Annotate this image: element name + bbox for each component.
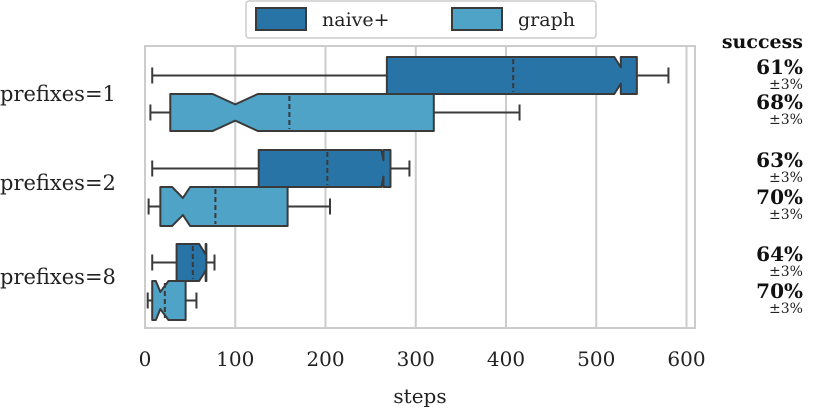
box-body (159, 186, 289, 227)
success-error: ±3% (769, 77, 803, 93)
x-tick-label: 400 (487, 347, 525, 371)
box-graph-1 (147, 186, 332, 227)
category-labels: prefixes=1 prefixes=2 prefixes=8 (0, 82, 116, 289)
box-naive-0 (151, 56, 670, 95)
success-value: 64% (756, 242, 803, 266)
success-error: ±3% (769, 170, 803, 186)
success-header: success (722, 31, 803, 53)
box-body (257, 149, 392, 188)
success-error: ±3% (769, 207, 803, 223)
success-value: 61% (756, 55, 803, 79)
x-tick-labels: 0 100 200 300 400 500 600 (139, 347, 706, 371)
x-tick-label: 200 (306, 347, 344, 371)
legend-swatch (255, 7, 307, 31)
success-error: ±3% (769, 264, 803, 280)
box-graph-0 (149, 93, 521, 132)
x-tick-label: 300 (397, 347, 435, 371)
x-tick-label: 0 (139, 347, 152, 371)
success-value: 70% (756, 279, 803, 303)
x-axis-label: steps (393, 384, 446, 408)
legend-label: graph (518, 9, 575, 31)
category-label: prefixes=1 (0, 82, 116, 106)
box-body (169, 93, 435, 132)
legend-frame (245, 0, 597, 39)
success-value: 68% (756, 90, 803, 114)
legend-swatch (451, 7, 503, 31)
success-error: ±3% (769, 112, 803, 128)
x-tick-label: 100 (216, 347, 254, 371)
success-column: success61%±3%63%±3%64%±3%68%±3%70%±3%70%… (722, 31, 803, 317)
success-value: 70% (756, 185, 803, 209)
box-body (151, 280, 187, 321)
box-body (385, 56, 638, 95)
success-value: 63% (756, 148, 803, 172)
plot-frame (144, 45, 696, 329)
success-error: ±3% (769, 301, 803, 317)
legend-label: naive+ (322, 9, 390, 31)
category-label: prefixes=8 (0, 265, 116, 289)
x-tick-label: 500 (577, 347, 615, 371)
box-naive-2 (151, 243, 216, 282)
box-graph-2 (146, 280, 198, 321)
category-label: prefixes=2 (0, 171, 116, 195)
box-series (146, 56, 670, 321)
legend: naive+ graph (245, 0, 597, 39)
x-tick-label: 600 (667, 347, 705, 371)
box-naive-1 (151, 149, 411, 188)
box-body (175, 243, 208, 282)
